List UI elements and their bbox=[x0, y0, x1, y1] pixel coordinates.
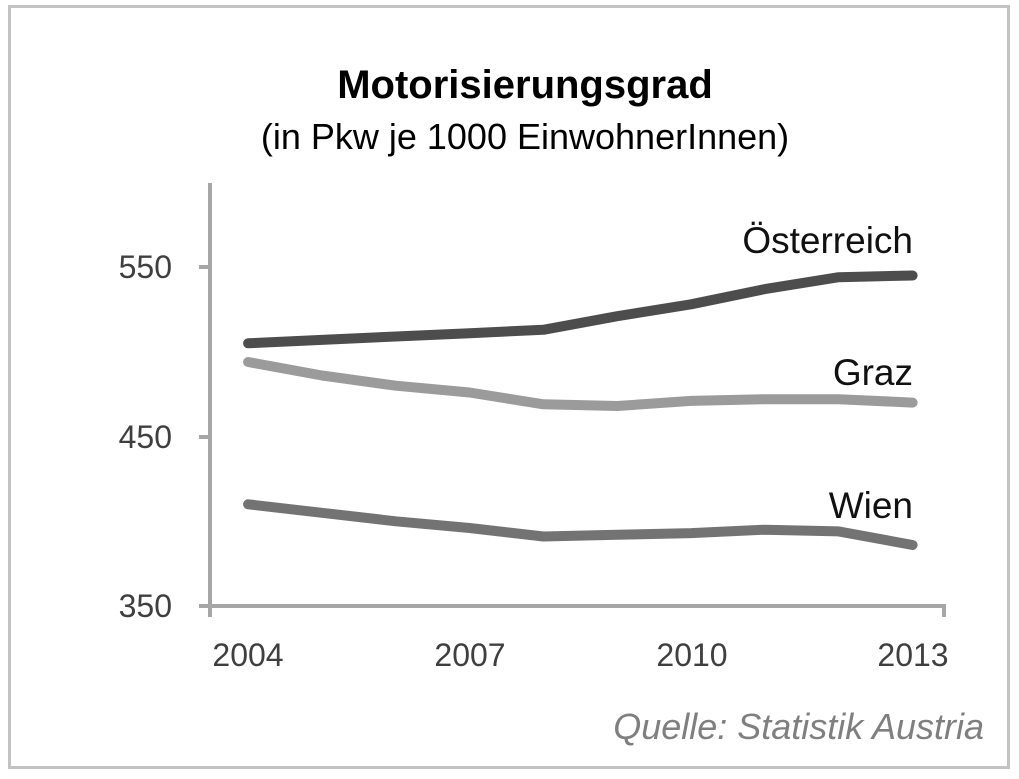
chart-subtitle: (in Pkw je 1000 EinwohnerInnen) bbox=[260, 116, 790, 157]
line-wien bbox=[243, 499, 918, 550]
x-tick-label-2010: 2010 bbox=[656, 637, 728, 673]
x-tick-label-2007: 2007 bbox=[434, 637, 506, 673]
line-graz bbox=[243, 357, 918, 411]
y-tick-label-550: 550 bbox=[118, 249, 172, 285]
x-tick-label-2004: 2004 bbox=[212, 637, 284, 673]
y-tick-label-450: 450 bbox=[118, 419, 172, 455]
source-caption: Quelle: Statistik Austria bbox=[613, 706, 984, 747]
x-tick-label-2013: 2013 bbox=[877, 637, 949, 673]
series-label-oesterreich: Österreich bbox=[742, 220, 913, 261]
chart-border-frame bbox=[8, 5, 1010, 769]
series-label-graz: Graz bbox=[832, 352, 913, 393]
series-label-wien: Wien bbox=[828, 485, 913, 526]
line-oesterreich bbox=[243, 270, 918, 349]
y-tick-label-350: 350 bbox=[118, 588, 172, 624]
chart-title: Motorisierungsgrad bbox=[337, 63, 713, 107]
